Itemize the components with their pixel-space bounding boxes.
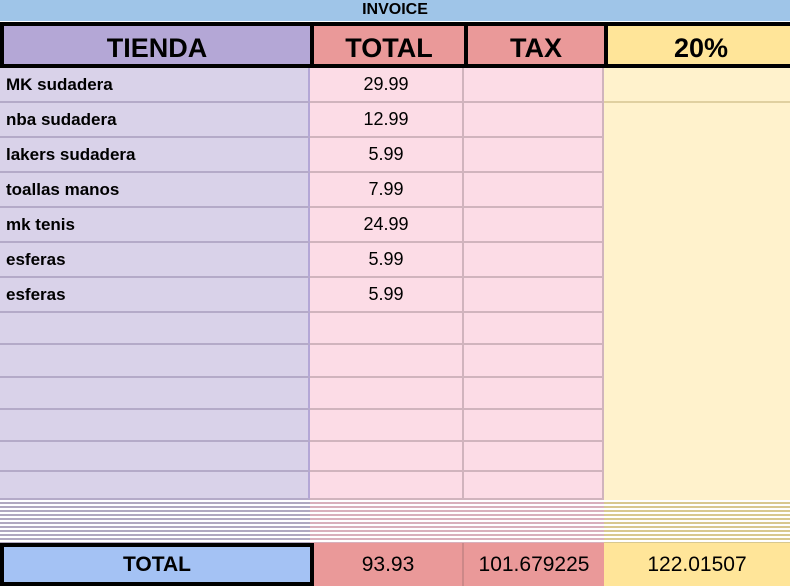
item-cell[interactable]	[0, 410, 310, 442]
item-cell[interactable]: MK sudadera	[0, 68, 310, 103]
item-cell[interactable]: lakers sudadera	[0, 138, 310, 173]
total-sum[interactable]: 93.93	[314, 543, 464, 586]
total-cell[interactable]: 7.99	[310, 173, 464, 208]
hidden-rows	[604, 500, 790, 543]
header-tax[interactable]: TAX	[464, 22, 608, 68]
tax-cell[interactable]	[464, 103, 604, 138]
item-cell[interactable]	[0, 313, 310, 345]
header-pct[interactable]: 20%	[604, 22, 790, 68]
tax-cell[interactable]	[464, 173, 604, 208]
tax-cell[interactable]	[464, 472, 604, 500]
hidden-rows	[310, 500, 604, 543]
header-tienda[interactable]: TIENDA	[0, 22, 314, 68]
total-cell[interactable]: 24.99	[310, 208, 464, 243]
header-total[interactable]: TOTAL	[310, 22, 468, 68]
tax-cell[interactable]	[464, 345, 604, 378]
total-cell[interactable]	[310, 313, 464, 345]
tax-cell[interactable]	[464, 278, 604, 313]
total-label[interactable]: TOTAL	[0, 543, 314, 586]
item-cell[interactable]	[0, 378, 310, 410]
total-cell[interactable]	[310, 442, 464, 472]
total-cell[interactable]: 29.99	[310, 68, 464, 103]
item-cell[interactable]	[0, 442, 310, 472]
total-cell[interactable]	[310, 472, 464, 500]
tax-cell[interactable]	[464, 378, 604, 410]
tax-cell[interactable]	[464, 442, 604, 472]
total-cell[interactable]: 12.99	[310, 103, 464, 138]
pct-sum[interactable]: 122.01507	[604, 543, 790, 586]
hidden-rows	[0, 500, 310, 543]
tax-sum[interactable]: 101.679225	[464, 543, 604, 586]
total-cell[interactable]: 5.99	[310, 278, 464, 313]
item-cell[interactable]	[0, 345, 310, 378]
tax-cell[interactable]	[464, 410, 604, 442]
tax-cell[interactable]	[464, 138, 604, 173]
total-cell[interactable]	[310, 345, 464, 378]
total-cell[interactable]	[310, 410, 464, 442]
item-cell[interactable]: esferas	[0, 278, 310, 313]
total-cell[interactable]	[310, 378, 464, 410]
invoice-title: INVOICE	[0, 0, 790, 21]
item-cell[interactable]: mk tenis	[0, 208, 310, 243]
tax-cell[interactable]	[464, 243, 604, 278]
tax-cell[interactable]	[464, 313, 604, 345]
item-cell[interactable]: esferas	[0, 243, 310, 278]
tax-cell[interactable]	[464, 208, 604, 243]
item-cell[interactable]: toallas manos	[0, 173, 310, 208]
item-cell[interactable]: nba sudadera	[0, 103, 310, 138]
total-cell[interactable]: 5.99	[310, 243, 464, 278]
pct-cell[interactable]	[604, 68, 790, 103]
total-cell[interactable]: 5.99	[310, 138, 464, 173]
item-cell[interactable]	[0, 472, 310, 500]
pct-merged-cell[interactable]	[604, 103, 790, 500]
tax-cell[interactable]	[464, 68, 604, 103]
